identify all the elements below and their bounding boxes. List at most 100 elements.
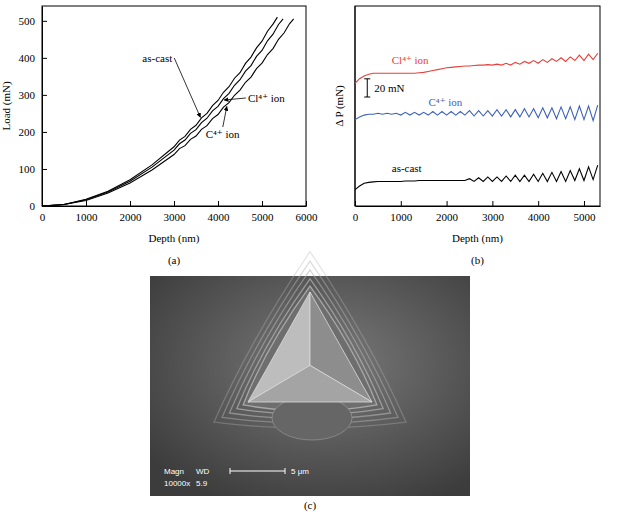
label-arrow: [224, 98, 246, 100]
tick-label: 2000: [436, 211, 459, 223]
plot-frame: [42, 6, 306, 206]
tick-label: 3000: [164, 211, 187, 223]
tick-label: 2000: [120, 211, 143, 223]
tick: 3000: [164, 201, 187, 223]
image-background: [150, 276, 470, 496]
panel-caption: (c): [304, 499, 317, 512]
pile-up-ring: [214, 252, 406, 428]
tick: 1000: [390, 201, 413, 223]
tick-label: 0: [40, 211, 46, 223]
series-label: Cl⁴⁺ ion: [392, 54, 429, 66]
tick: 5000: [252, 201, 275, 223]
series-line: [42, 19, 283, 206]
y-axis-title: Load (mN): [0, 81, 13, 131]
pile-up-ring: [229, 270, 390, 419]
indent: [248, 292, 372, 402]
tick: 300: [19, 89, 48, 101]
info-value: 10000x: [164, 479, 190, 488]
tick: 4000: [528, 201, 551, 223]
series-label: Cl⁴⁺ ion: [248, 92, 285, 104]
tick: 200: [19, 126, 48, 138]
tick: 4000: [208, 201, 231, 223]
scale-bar-cap: [364, 78, 370, 79]
x-axis-title: Depth (nm): [148, 232, 199, 245]
tick-label: 5000: [573, 211, 596, 223]
plot-area: [355, 53, 598, 189]
figure: 0100020003000400050006000010020030040050…: [0, 0, 620, 516]
scale-bar-label: 20 mN: [374, 82, 404, 94]
scale-bar-cap: [230, 468, 231, 474]
info-label: Magn: [164, 467, 184, 476]
series-line: [355, 53, 598, 83]
pile-up-ring: [243, 286, 377, 411]
tick: 3000: [482, 201, 505, 223]
tick-mark: [42, 169, 47, 170]
axis-line: [42, 7, 43, 207]
tick-mark: [492, 201, 493, 206]
pile-up-ring: [222, 261, 398, 423]
tick-label: 400: [19, 52, 36, 64]
tick-label: 100: [19, 163, 36, 175]
label-arrow: [174, 58, 200, 117]
series-label: C⁴⁺ ion: [429, 96, 463, 108]
panel-caption: (b): [471, 254, 484, 267]
tick: 2000: [120, 201, 143, 223]
scale-bar: 20 mN: [364, 79, 404, 97]
pile-up-ring: [237, 279, 383, 415]
pile-up: [214, 252, 406, 428]
tick-mark: [538, 201, 539, 206]
tick-mark: [42, 21, 47, 22]
panel-caption: (a): [168, 254, 181, 267]
info-label: WD: [196, 467, 210, 476]
series-labels: Cl⁴⁺ ion C⁴⁺ ion as-cast: [392, 54, 463, 174]
y-axis-title: Δ P (mN): [333, 85, 346, 127]
tick: 2000: [436, 201, 459, 223]
series-line: [42, 17, 277, 206]
panel: 0 1000 2000 3000 4000 5000 Depth (nm) Δ P (mN) (…: [333, 6, 601, 267]
axis-line: [355, 6, 356, 206]
tick: 1000: [76, 201, 99, 223]
tick-mark: [262, 201, 263, 206]
series-label: as-cast: [392, 162, 422, 174]
series-label: as-cast: [142, 52, 172, 64]
y-axis: 0 100 200 300 400 500: [19, 7, 48, 213]
scale-bar-cap: [285, 468, 286, 474]
plot-area: [42, 17, 294, 206]
tick: 6000: [296, 201, 319, 223]
info-value: 5.9: [196, 479, 208, 488]
tick-mark: [306, 201, 307, 206]
tick-mark: [218, 201, 219, 206]
tick-label: 200: [19, 126, 36, 138]
tick-label: 500: [19, 15, 36, 27]
tick-mark: [42, 95, 47, 96]
series-line: [42, 19, 294, 206]
series-line: [355, 105, 598, 120]
x-axis-title: Depth (nm): [452, 232, 503, 245]
scale-bar-cap: [364, 97, 370, 98]
tick-mark: [42, 206, 47, 207]
tick-mark: [86, 201, 87, 206]
tick-mark: [42, 58, 47, 59]
tick: 0: [30, 200, 48, 212]
x-axis: 0 1000 2000 3000 4000 5000: [353, 201, 601, 223]
tick-label: 4000: [208, 211, 231, 223]
tick-label: 1000: [390, 211, 413, 223]
tick: 5000: [573, 201, 596, 223]
tick-label: 4000: [528, 211, 551, 223]
series-labels: as-castCl⁴⁺ ionC⁴⁺ ion: [142, 52, 285, 140]
scale-bar-line: [230, 471, 285, 472]
tick: 500: [19, 15, 48, 27]
tick-label: 5000: [252, 211, 275, 223]
tick-label: 1000: [76, 211, 99, 223]
tick-mark: [130, 201, 131, 206]
image-panel: MagnWD10000x5.95 μm(c): [150, 252, 470, 512]
tick-label: 6000: [296, 211, 319, 223]
tick-mark: [447, 201, 448, 206]
image-info: MagnWD10000x5.95 μm: [164, 467, 309, 488]
tick: 0: [353, 201, 359, 223]
axis-line: [356, 206, 601, 207]
panel: 0 1000 2000 3000 4000 5000 6000 0 100 200 300 400 50…: [0, 6, 318, 267]
plot-frame: [355, 6, 600, 206]
axis-line: [43, 206, 307, 207]
lower-lobe: [272, 396, 352, 440]
